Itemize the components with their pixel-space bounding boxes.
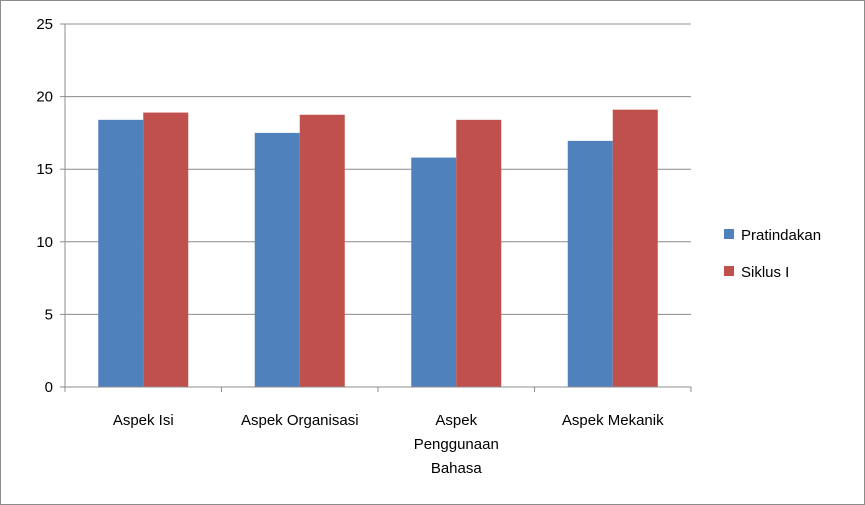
bar-siklus-i <box>612 109 658 387</box>
category-label: Aspek Mekanik <box>562 412 664 429</box>
bar-siklus-i <box>456 119 502 387</box>
bars <box>98 109 658 388</box>
category-labels: Aspek Isi Aspek Organisasi Aspek Penggunaan… <box>113 412 664 477</box>
y-tick-labels: 0 5 10 15 20 25 <box>36 16 53 396</box>
y-tick-label: 0 <box>45 379 53 396</box>
category-label: Aspek Organisasi <box>241 412 359 429</box>
y-tick-label: 25 <box>36 16 53 33</box>
legend-swatch <box>724 266 734 276</box>
y-tick-label: 15 <box>36 161 53 178</box>
legend-swatch <box>724 229 734 239</box>
legend: Pratindakan Siklus I <box>724 227 821 281</box>
axes <box>60 23 692 392</box>
bar-siklus-i <box>143 112 189 388</box>
legend-label: Pratindakan <box>741 227 821 244</box>
category-label: Aspek <box>435 412 477 429</box>
bar-siklus-i <box>299 114 345 387</box>
bar-pratindakan <box>254 132 300 387</box>
bar-pratindakan <box>411 157 457 387</box>
category-label: Aspek Isi <box>113 412 174 429</box>
y-tick-label: 10 <box>36 234 53 251</box>
category-label: Penggunaan <box>414 436 499 453</box>
category-label: Bahasa <box>431 460 483 477</box>
y-tick-label: 20 <box>36 89 53 106</box>
y-tick-label: 5 <box>45 306 53 323</box>
legend-label: Siklus I <box>741 264 789 281</box>
bar-pratindakan <box>98 119 144 387</box>
bar-pratindakan <box>567 140 613 387</box>
